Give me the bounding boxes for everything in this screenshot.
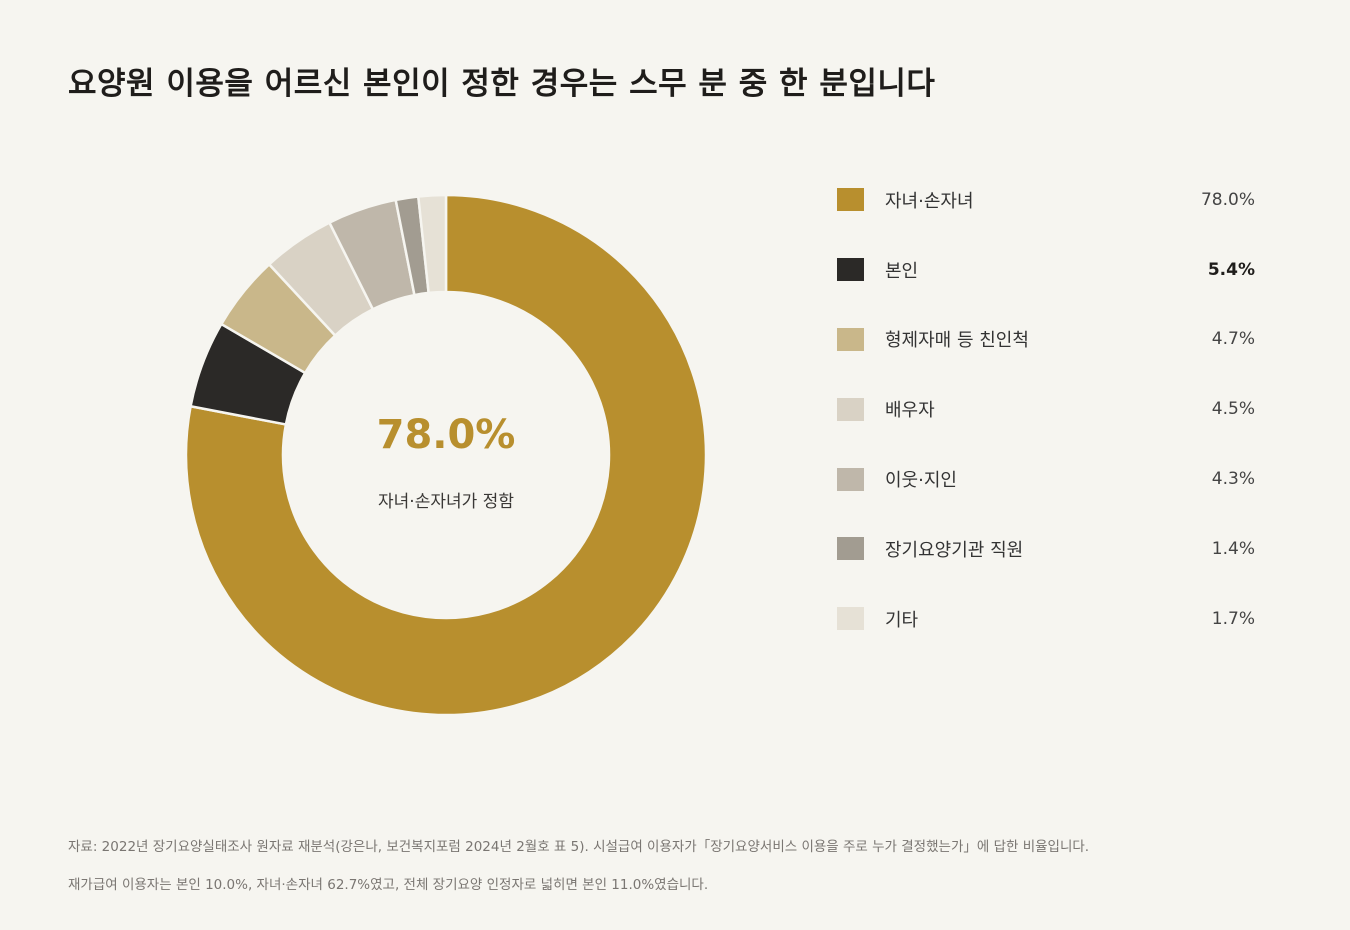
legend-value: 5.4% [1207, 259, 1255, 280]
center-value: 78.0% [377, 412, 516, 458]
legend-label: 기타 [885, 609, 919, 631]
source-note: 자료: 2022년 장기요양실태조사 원자료 재분석(강은나, 보건복지포럼 2… [68, 839, 1090, 855]
legend-label: 이웃·지인 [885, 470, 957, 492]
center-caption: 자녀·손자녀가 정함 [378, 492, 514, 512]
legend-label: 본인 [885, 260, 919, 282]
donut-slice-6 [417, 193, 448, 295]
legend-swatch [837, 258, 864, 282]
donut-slice-0 [184, 193, 708, 717]
legend-swatch [837, 607, 864, 631]
legend-swatch [837, 467, 864, 491]
legend-item-1: 본인 5.4% [837, 235, 1255, 305]
legend-item-4: 이웃·지인 4.3% [837, 444, 1255, 514]
legend-label: 배우자 [885, 400, 935, 422]
legend: 자녀·손자녀 78.0% 본인 5.4% 형제자매 등 친인척 4.7% 배우자 4.5% 이웃… [837, 165, 1255, 654]
legend-label: 장기요양기관 직원 [885, 539, 1024, 561]
donut-slices [184, 193, 708, 717]
legend-swatch [837, 397, 864, 421]
legend-label: 형제자매 등 친인척 [885, 330, 1029, 352]
legend-value: 1.4% [1211, 538, 1255, 559]
legend-value: 78.0% [1200, 189, 1255, 210]
legend-item-2: 형제자매 등 친인척 4.7% [837, 305, 1255, 375]
donut-chart: 78.0% 자녀·손자녀가 정함 [184, 193, 708, 717]
legend-swatch [837, 188, 864, 212]
legend-item-6: 기타 1.7% [837, 584, 1255, 654]
legend-value: 4.3% [1211, 469, 1255, 490]
legend-item-5: 장기요양기관 직원 1.4% [837, 514, 1255, 584]
legend-swatch [837, 537, 864, 561]
legend-value: 4.5% [1211, 399, 1255, 420]
footnote: 재가급여 이용자는 본인 10.0%, 자녀·손자녀 62.7%였고, 전체 장… [68, 877, 709, 893]
legend-item-0: 자녀·손자녀 78.0% [837, 165, 1255, 235]
page-title: 요양원 이용을 어르신 본인이 정한 경우는 스무 분 중 한 분입니다 [68, 66, 936, 102]
legend-label: 자녀·손자녀 [885, 190, 974, 212]
legend-item-3: 배우자 4.5% [837, 374, 1255, 444]
legend-value: 1.7% [1211, 608, 1255, 629]
legend-value: 4.7% [1211, 329, 1255, 350]
legend-swatch [837, 327, 864, 351]
